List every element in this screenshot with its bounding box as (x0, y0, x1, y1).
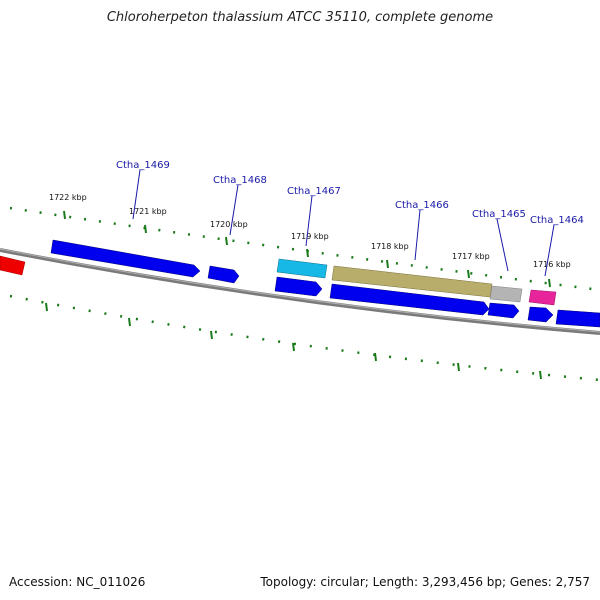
forward-strand-features (0, 239, 557, 306)
scale-label: 1716 kbp (533, 260, 571, 269)
scale-label: 1719 kbp (291, 232, 329, 241)
reverse-strand-features (274, 276, 600, 328)
gene-label: Ctha_1464 (530, 215, 584, 226)
gene-feature-ctha-1466[interactable] (331, 265, 493, 298)
gene-label: Ctha_1467 (287, 186, 341, 197)
gene-label: Ctha_1468 (213, 175, 267, 186)
scale-label: 1722 kbp (49, 193, 87, 202)
inner-tick-track (9, 294, 600, 382)
scale-label: 1717 kbp (452, 252, 490, 261)
topology-text: Topology: circular; Length: 3,293,456 bp… (260, 575, 590, 589)
gene-labels: Ctha_1469 Ctha_1468 Ctha_1467 Ctha_1466 … (116, 160, 584, 277)
gene-feature-ctha-1465[interactable] (489, 285, 523, 303)
gene-feature-blue[interactable] (527, 306, 554, 323)
gene-label: Ctha_1469 (116, 160, 170, 171)
gene-feature-blue[interactable] (274, 276, 323, 297)
gene-feature-blue[interactable] (329, 283, 490, 316)
accession-text: Accession: NC_011026 (9, 575, 146, 589)
scale-label: 1718 kbp (371, 242, 409, 251)
gene-feature-ctha-1468[interactable] (207, 265, 240, 284)
gene-feature-ctha-1469[interactable] (50, 239, 201, 278)
gene-feature-blue[interactable] (555, 309, 600, 328)
scale-label: 1720 kbp (210, 220, 248, 229)
gene-label: Ctha_1465 (472, 209, 526, 220)
genome-backbone (0, 248, 600, 335)
map-title: Chloroherpeton thalassium ATCC 35110, co… (106, 10, 494, 25)
scale-labels: 1722 kbp 1721 kbp 1720 kbp 1719 kbp 1718… (49, 193, 571, 269)
gene-feature-red[interactable] (0, 255, 26, 276)
gene-label: Ctha_1466 (395, 200, 449, 211)
scale-label: 1721 kbp (129, 207, 167, 216)
outer-tick-track (9, 206, 600, 292)
gene-feature-ctha-1467[interactable] (276, 258, 328, 279)
gene-feature-ctha-1464[interactable] (528, 289, 557, 306)
gene-feature-blue[interactable] (487, 302, 520, 319)
